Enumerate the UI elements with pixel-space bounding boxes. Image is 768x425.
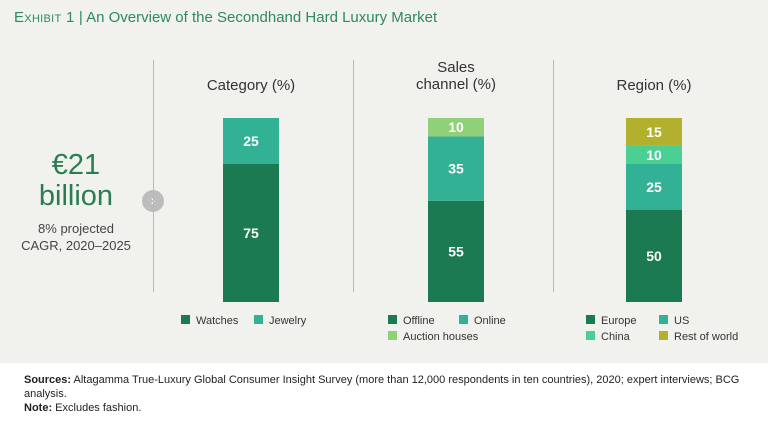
legend-swatch-china xyxy=(586,331,595,340)
bar-segment-online xyxy=(428,136,484,201)
market-size: €21 billion xyxy=(0,150,152,212)
legend-label-rest-of-world: Rest of world xyxy=(674,331,738,343)
bar-segment-europe xyxy=(626,210,682,302)
legend-swatch-rest-of-world xyxy=(659,331,668,340)
legend-label-china: China xyxy=(601,331,631,343)
data-label: 15 xyxy=(646,124,662,140)
data-label: 25 xyxy=(243,133,259,149)
note-line: Note: Excludes fashion. xyxy=(24,401,744,415)
note-label: Note: xyxy=(24,402,53,414)
sources-label: Sources: xyxy=(24,374,72,386)
legend-label-jewelry: Jewelry xyxy=(269,315,307,327)
legend-swatch-jewelry xyxy=(254,315,263,324)
cagr-line-2: CAGR, 2020–2025 xyxy=(21,238,131,253)
note-text: Excludes fashion. xyxy=(55,402,142,414)
data-label: 10 xyxy=(646,147,662,163)
chart-title: channel (%) xyxy=(416,76,496,93)
sources-line: Sources: Altagamma True-Luxury Global Co… xyxy=(24,373,744,401)
bar-segment-china xyxy=(626,145,682,164)
bar-segment-watches xyxy=(223,164,279,302)
legend-label-us: US xyxy=(674,315,689,327)
title-separator: | xyxy=(78,9,83,26)
divider-line xyxy=(553,60,554,292)
divider-line xyxy=(353,60,354,292)
chart-title: Sales xyxy=(437,59,475,76)
legend-swatch-europe xyxy=(586,315,595,324)
legend-swatch-auction-houses xyxy=(388,331,397,340)
data-label: 35 xyxy=(448,161,464,177)
market-size-amount: €21 xyxy=(51,149,101,181)
exhibit-title: Exhibit 1 | An Overview of the Secondhan… xyxy=(14,9,437,26)
legend-swatch-us xyxy=(659,315,668,324)
bar-segment-auction-houses xyxy=(428,118,484,137)
bar-segment-us xyxy=(626,164,682,210)
data-label: 25 xyxy=(646,179,662,195)
data-label: 55 xyxy=(448,243,464,259)
market-size-unit: billion xyxy=(38,180,114,212)
title-text: An Overview of the Secondhand Hard Luxur… xyxy=(86,9,438,26)
cagr-line-1: 8% projected xyxy=(38,221,114,236)
divider-line xyxy=(153,60,154,292)
footer-notes: Sources: Altagamma True-Luxury Global Co… xyxy=(0,363,768,425)
cagr-note: 8% projected CAGR, 2020–2025 xyxy=(0,220,152,254)
legend-swatch-offline xyxy=(388,315,397,324)
legend-label-online: Online xyxy=(474,315,506,327)
sources-text: Altagamma True-Luxury Global Consumer In… xyxy=(24,374,740,400)
data-label: 10 xyxy=(448,119,464,135)
legend-swatch-online xyxy=(459,315,468,324)
legend-label-watches: Watches xyxy=(196,315,239,327)
data-label: 75 xyxy=(243,225,259,241)
legend-label-europe: Europe xyxy=(601,315,636,327)
legend-label-offline: Offline xyxy=(403,315,435,327)
bar-segment-offline xyxy=(428,200,484,302)
chart-title: Category (%) xyxy=(207,77,295,94)
bar-segment-jewelry xyxy=(223,118,279,164)
legend-swatch-watches xyxy=(181,315,190,324)
data-label: 50 xyxy=(646,248,662,264)
exhibit-label: Exhibit 1 xyxy=(14,9,75,26)
bar-segment-rest-of-world xyxy=(626,118,682,146)
legend-label-auction-houses: Auction houses xyxy=(403,331,479,343)
chart-title: Region (%) xyxy=(616,77,691,94)
stacked-bar-charts: Category (%) 75 25 Watches Jewelry Saleschann… xyxy=(181,59,738,343)
